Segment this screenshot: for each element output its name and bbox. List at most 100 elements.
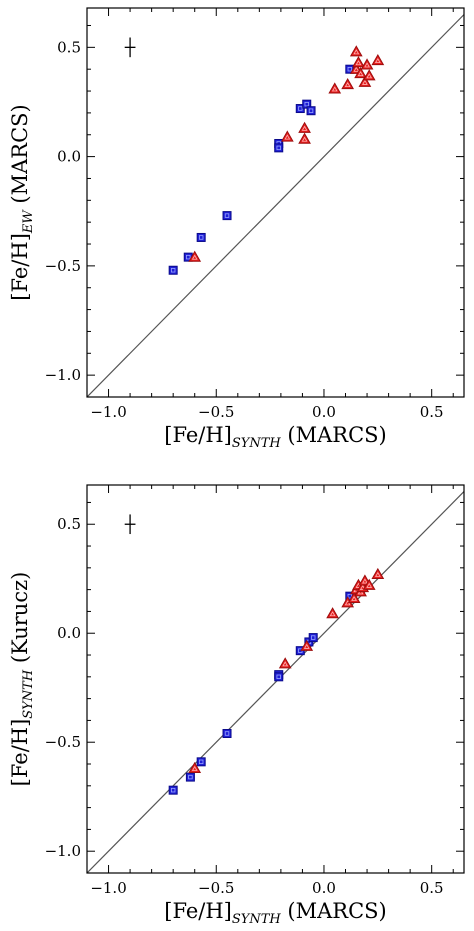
bottom-triangle-point: [371, 567, 385, 579]
bottom-x-axis-label-main: [Fe/H]: [164, 899, 232, 923]
top-triangle-point-inner: [366, 73, 373, 79]
bottom-square-point: [274, 672, 284, 682]
top-triangle-point: [298, 121, 311, 133]
top-triangle-series: [188, 45, 385, 262]
top-triangle-point-inner: [364, 62, 370, 68]
bottom-x-tick-label: −1.0: [90, 879, 126, 897]
bottom-x-tick-label: 0.5: [420, 879, 444, 897]
top-triangle-point-inner: [301, 136, 308, 142]
top-x-tick-label: −1.0: [90, 403, 126, 421]
bottom-square-point-inner: [198, 759, 204, 765]
top-square-point: [168, 265, 178, 275]
bottom-x-tick-label: −0.5: [198, 879, 234, 897]
top-y-axis-label-suffix: (MARCS): [8, 104, 32, 210]
top-triangle-point-inner: [353, 49, 360, 55]
top-square-point-inner: [170, 268, 176, 273]
bottom-y-tick-label: 0.5: [57, 515, 81, 533]
bottom-triangle-point: [188, 761, 202, 773]
top-triangle-point: [328, 82, 342, 94]
top-triangle-point: [188, 250, 202, 262]
top-y-tick-label: 0.0: [57, 148, 81, 166]
top-square-point-inner: [347, 66, 353, 72]
top-square-point-inner: [224, 213, 230, 218]
bottom-x-tick-labels: −1.0 −0.5 0.0 0.5: [90, 879, 443, 897]
top-error-bar-cross: [124, 37, 136, 58]
top-triangle-point-inner: [301, 125, 308, 131]
top-triangle-point-inner: [355, 60, 362, 66]
bottom-triangle-point: [347, 591, 361, 603]
top-triangle-point: [360, 58, 374, 70]
bottom-y-axis-label-sub: SYNTH: [21, 669, 36, 719]
top-y-tick-label: −1.0: [45, 366, 81, 384]
top-y-axis-label-main: [Fe/H]: [8, 233, 32, 301]
bottom-triangle-point-inner: [303, 643, 310, 649]
bottom-x-axis-label-suffix: (MARCS): [281, 899, 387, 923]
bottom-y-tick-label: 0.0: [57, 624, 81, 642]
bottom-square-point: [196, 757, 206, 767]
bottom-y-tick-label: −0.5: [45, 733, 81, 751]
top-triangle-point: [298, 132, 311, 144]
bottom-triangle-point-inner: [359, 584, 366, 590]
bottom-square-point: [222, 728, 232, 738]
top-x-tick-label: −0.5: [198, 403, 234, 421]
top-triangle-point: [352, 56, 365, 68]
bottom-triangle-point-inner: [366, 582, 373, 588]
top-ticks: [87, 8, 464, 397]
bottom-plot-frame: [86, 484, 465, 874]
top-x-tick-labels: −1.0 −0.5 0.0 0.5: [90, 403, 443, 421]
bottom-triangle-point-inner: [282, 661, 289, 667]
top-triangle-point-inner: [362, 79, 368, 85]
bottom-x-axis-label: [Fe/H]SYNTH (MARCS): [164, 899, 387, 927]
top-x-axis-label: [Fe/H]SYNTH (MARCS): [164, 423, 387, 451]
bottom-y-tick-label: −1.0: [45, 842, 81, 860]
top-triangle-point: [358, 75, 372, 87]
bottom-y-axis-label: [Fe/H]SYNTH (Kurucz): [8, 572, 36, 787]
top-x-axis-label-suffix: (MARCS): [281, 423, 387, 447]
top-y-tick-label: 0.5: [57, 38, 81, 56]
top-triangle-point: [341, 77, 355, 90]
bottom-triangle-point: [300, 639, 314, 651]
bottom-x-axis-label-sub: SYNTH: [232, 912, 282, 927]
top-panel-marks: [87, 8, 464, 397]
top-triangle-point-inner: [191, 254, 198, 260]
top-triangle-point-inner: [353, 66, 360, 72]
top-y-axis-label: [Fe/H]EW (MARCS): [8, 104, 36, 300]
top-triangle-point-inner: [284, 134, 291, 140]
top-triangle-point-inner: [331, 86, 338, 92]
bottom-square-point-inner: [170, 787, 176, 793]
top-triangle-point-inner: [374, 57, 381, 63]
bottom-triangle-point-inner: [351, 595, 358, 601]
top-triangle-point: [280, 130, 294, 142]
top-x-tick-label: 0.0: [312, 403, 336, 421]
top-triangle-point: [362, 69, 376, 81]
top-square-point-inner: [186, 254, 191, 260]
bottom-ticks: [87, 485, 464, 873]
bottom-scatter-panel: [Fe/H]SYNTH (MARCS) [Fe/H]SYNTH (Kurucz)…: [8, 484, 465, 927]
top-square-point-inner: [304, 101, 309, 107]
top-square-series: [168, 64, 355, 275]
bottom-square-point: [185, 772, 195, 782]
bottom-error-bar-cross: [124, 514, 136, 535]
bottom-square-point-inner: [310, 635, 316, 640]
bottom-triangle-point-inner: [329, 611, 336, 617]
bottom-y-axis-label-suffix: (Kurucz): [8, 572, 32, 670]
bottom-square-point: [168, 785, 178, 795]
top-square-point: [274, 143, 284, 153]
bottom-square-point-inner: [224, 731, 230, 736]
bottom-panel-marks: [87, 485, 464, 873]
bottom-square-point-inner: [188, 774, 193, 780]
bottom-triangle-point: [278, 657, 292, 669]
bottom-square-point-inner: [347, 593, 353, 599]
top-y-axis-label-sub: EW: [21, 209, 36, 234]
top-triangle-point-inner: [344, 81, 351, 88]
top-y-tick-label: −0.5: [45, 257, 81, 275]
top-triangle-point-inner: [357, 71, 364, 77]
bottom-y-tick-labels: −1.0 −0.5 0.0 0.5: [45, 515, 81, 860]
bottom-y-axis-label-main: [Fe/H]: [8, 719, 32, 787]
bottom-x-tick-label: 0.0: [312, 879, 336, 897]
top-one-to-one-line: [87, 13, 464, 397]
bottom-square-point-inner: [276, 674, 281, 680]
top-triangle-point: [371, 53, 385, 66]
bottom-square-point: [308, 633, 318, 643]
